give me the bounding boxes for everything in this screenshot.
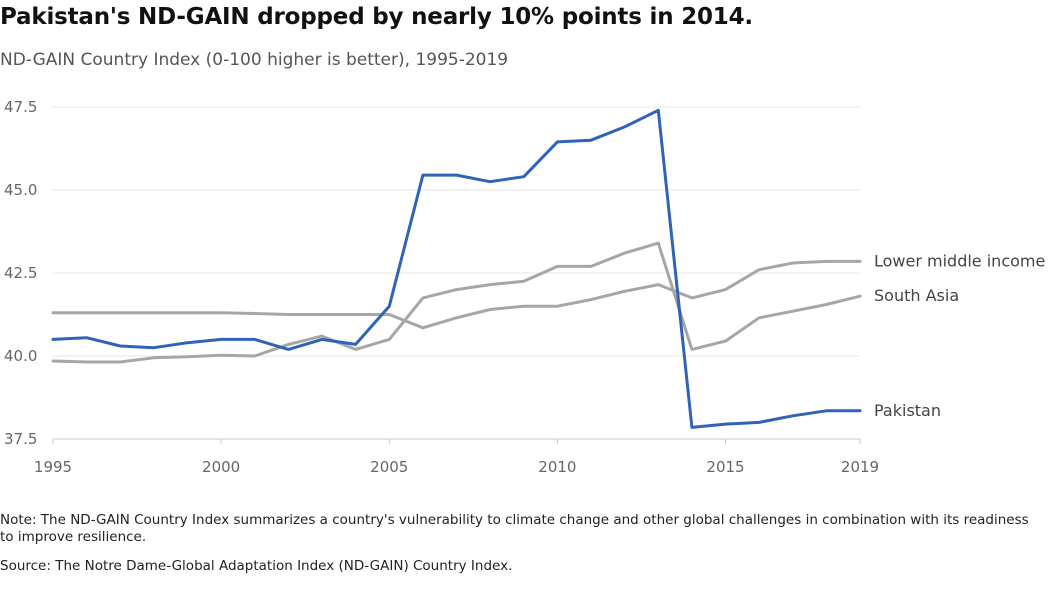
chart-source: Source: The Notre Dame-Global Adaptation… [0,558,513,574]
y-tick-label: 40.0 [4,347,37,365]
x-tick-label: 2010 [538,458,576,476]
x-tick-label: 2000 [202,458,240,476]
series-line-lower-middle-income [51,259,862,330]
x-tick-label: 1995 [34,458,72,476]
chart-note: Note: The ND-GAIN Country Index summariz… [0,512,1029,545]
series-line-pakistan [51,108,862,429]
axes: 37.5 40.0 42.5 45.0 47.5 1995 2000 2005 2010 2015… [4,98,879,476]
y-tick-label: 42.5 [4,264,37,282]
y-tick-label: 47.5 [4,98,37,116]
line-chart: 37.5 40.0 42.5 45.0 47.5 1995 2000 2005 2010 2015… [4,98,1045,476]
y-tick-label: 37.5 [4,430,37,448]
series-label-lower-middle-income: Lower middle income [874,251,1045,270]
chart-title: Pakistan's ND-GAIN dropped by nearly 10%… [0,4,753,30]
x-tick-label: 2019 [841,458,879,476]
series-line-south-asia [51,241,862,364]
chart-subtitle: ND-GAIN Country Index (0-100 higher is b… [0,50,509,70]
series-label-pakistan: Pakistan [874,401,941,420]
y-tick-label: 45.0 [4,181,37,199]
series-labels: Pakistan South Asia Lower middle income [874,251,1045,419]
x-tick-label: 2015 [706,458,744,476]
series-lines [51,108,862,429]
series-label-south-asia: South Asia [874,286,959,305]
x-tick-label: 2005 [370,458,408,476]
